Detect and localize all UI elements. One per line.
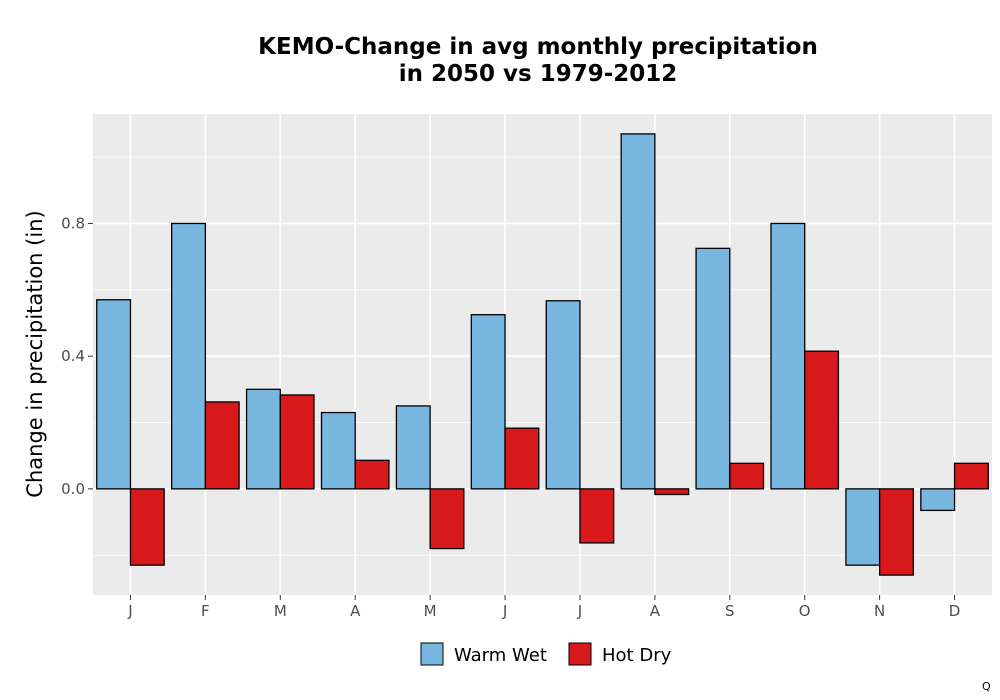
x-tick-label: S bbox=[725, 602, 735, 620]
y-axis-label: Change in precipitation (in) bbox=[23, 210, 47, 497]
x-tick-label: O bbox=[799, 602, 811, 620]
chart-title-line-1: KEMO-Change in avg monthly precipitation bbox=[258, 34, 818, 60]
bar-hot-dry-9 bbox=[804, 350, 840, 490]
chart-title-line-2: in 2050 vs 1979-2012 bbox=[399, 61, 678, 87]
bar-warm-wet-4 bbox=[395, 405, 431, 490]
bar-hot-dry-8 bbox=[729, 462, 765, 490]
bar-warm-wet-11 bbox=[920, 488, 956, 512]
y-axis-ticks: 0.0 0.4 0.8 bbox=[61, 214, 93, 498]
x-tick-label: J bbox=[127, 602, 132, 620]
bar-warm-wet-5 bbox=[470, 314, 506, 490]
x-tick-label: F bbox=[201, 602, 210, 620]
y-tick-label: 0.0 bbox=[61, 480, 85, 498]
bar-warm-wet-10 bbox=[845, 488, 881, 566]
x-tick-label: J bbox=[502, 602, 507, 620]
bar-hot-dry-2 bbox=[279, 394, 315, 490]
bar-warm-wet-0 bbox=[96, 299, 132, 490]
corner-mark: Q bbox=[982, 680, 991, 693]
x-tick-label: M bbox=[274, 602, 287, 620]
bar-warm-wet-7 bbox=[620, 133, 656, 490]
bar-hot-dry-4 bbox=[429, 488, 465, 550]
bar-hot-dry-6 bbox=[579, 488, 615, 544]
x-tick-label: J bbox=[577, 602, 582, 620]
y-tick-label: 0.8 bbox=[61, 214, 85, 232]
grid-minor bbox=[93, 156, 992, 556]
legend-label-hot-dry: Hot Dry bbox=[602, 645, 672, 666]
x-tick-label: M bbox=[424, 602, 437, 620]
bar-hot-dry-3 bbox=[354, 459, 390, 490]
bar-hot-dry-11 bbox=[953, 462, 989, 490]
legend: Warm Wet Hot Dry bbox=[420, 642, 672, 666]
bar-warm-wet-9 bbox=[770, 222, 806, 490]
bar-hot-dry-10 bbox=[878, 488, 914, 576]
x-tick-label: A bbox=[650, 602, 661, 620]
bar-warm-wet-8 bbox=[695, 247, 731, 490]
bar-warm-wet-6 bbox=[545, 300, 581, 490]
bars bbox=[96, 133, 989, 576]
x-tick-label: N bbox=[874, 602, 885, 620]
bar-hot-dry-5 bbox=[504, 427, 540, 490]
legend-swatch-hot-dry bbox=[568, 642, 592, 666]
legend-label-warm-wet: Warm Wet bbox=[454, 645, 547, 666]
x-tick-label: D bbox=[949, 602, 961, 620]
bar-warm-wet-1 bbox=[171, 222, 207, 490]
x-tick-label: A bbox=[350, 602, 361, 620]
bar-hot-dry-7 bbox=[654, 488, 690, 496]
y-tick-label: 0.4 bbox=[61, 347, 85, 365]
legend-swatch-warm-wet bbox=[420, 642, 444, 666]
plot-panel bbox=[93, 114, 992, 595]
bar-hot-dry-0 bbox=[129, 488, 165, 566]
bar-warm-wet-3 bbox=[320, 411, 356, 490]
bar-hot-dry-1 bbox=[204, 401, 240, 490]
bar-warm-wet-2 bbox=[245, 388, 281, 490]
